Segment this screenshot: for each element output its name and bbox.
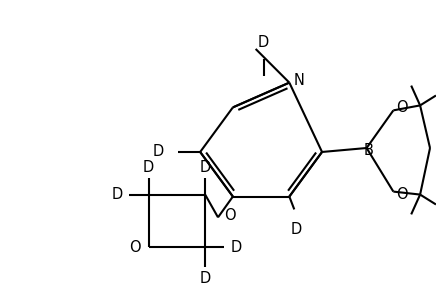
- Text: D: D: [143, 160, 154, 175]
- Text: D: D: [199, 271, 211, 286]
- Text: D: D: [258, 35, 269, 50]
- Text: D: D: [199, 160, 211, 175]
- Text: D: D: [153, 145, 164, 159]
- Text: D: D: [230, 240, 241, 254]
- Text: O: O: [396, 187, 408, 202]
- Text: O: O: [129, 240, 141, 254]
- Text: B: B: [364, 143, 374, 159]
- Text: N: N: [294, 73, 305, 88]
- Text: O: O: [224, 208, 236, 223]
- Text: D: D: [291, 222, 302, 237]
- Text: O: O: [396, 100, 408, 115]
- Text: D: D: [111, 187, 123, 202]
